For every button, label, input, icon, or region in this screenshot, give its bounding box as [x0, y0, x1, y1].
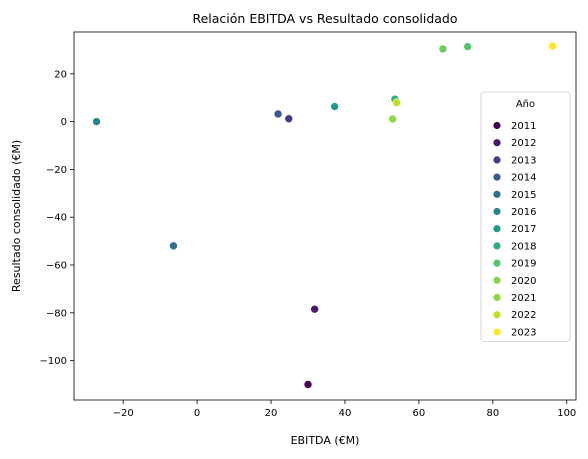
legend-label-2023: 2023 [511, 327, 536, 338]
y-tick-label: −60 [46, 260, 67, 271]
legend-marker-2022 [493, 311, 501, 319]
legend-marker-2014 [493, 173, 501, 181]
data-point-2016: 2016 [92, 117, 101, 126]
x-tick-label: 60 [413, 408, 426, 419]
x-tick-label: 0 [194, 408, 200, 419]
legend-label-2015: 2015 [511, 190, 536, 201]
legend-label-2021: 2021 [511, 293, 536, 304]
y-axis-label: Resultado consolidado (€M) [10, 140, 23, 292]
legend-box [480, 91, 571, 343]
legend-marker-2016 [493, 207, 501, 216]
x-tick-label: 80 [486, 408, 499, 419]
data-points: 2011201220132014201520162017201820192020… [92, 41, 558, 389]
legend-marker-2011 [493, 121, 501, 130]
legend-marker-2012 [493, 139, 501, 147]
y-tick-label: −80 [46, 308, 67, 319]
x-tick-label: 40 [339, 408, 352, 419]
legend-marker-2018 [493, 242, 501, 250]
legend-marker-2023 [493, 328, 501, 336]
data-point-2020: 2020 [438, 44, 448, 54]
legend-label-2014: 2014 [511, 173, 536, 184]
y-tick-label: −40 [46, 213, 67, 224]
legend-label-2013: 2013 [511, 155, 536, 166]
legend-label-2017: 2017 [511, 224, 536, 235]
chart-title: Relación EBITDA vs Resultado consolidado [192, 11, 457, 26]
legend-label-2020: 2020 [511, 276, 536, 287]
x-tick-label: −20 [113, 408, 134, 419]
y-tick-label: −20 [46, 165, 67, 176]
x-axis: −20 0 20 40 60 80 100 [113, 400, 576, 419]
data-point-2022: 2022 [392, 98, 402, 108]
legend-marker-2015 [493, 190, 501, 198]
data-point-2012: 2012 [310, 304, 319, 314]
legend-label-2012: 2012 [511, 138, 536, 149]
legend-label-2019: 2019 [511, 259, 536, 270]
data-point-2021: 2021 [388, 114, 397, 124]
data-point-2017: 2017 [330, 102, 339, 111]
data-point-2023: 2023 [548, 41, 558, 51]
legend-marker-2013 [493, 156, 501, 164]
x-tick-label: 20 [265, 408, 278, 419]
legend-marker-2021 [493, 293, 501, 302]
legend-label-2022: 2022 [511, 310, 536, 321]
legend-title: Año [516, 99, 535, 110]
y-axis: −100 −80 −60 −40 −20 0 20 [40, 69, 74, 367]
y-tick-label: 0 [61, 117, 67, 128]
legend-label-2016: 2016 [511, 207, 536, 218]
y-tick-label: 20 [54, 69, 67, 80]
legend-marker-2017 [493, 225, 501, 233]
plot-frame [73, 31, 577, 401]
plot-area [73, 31, 577, 401]
y-tick-label: −100 [40, 356, 67, 367]
legend-label-2018: 2018 [511, 241, 536, 252]
legend-label-2011: 2011 [511, 121, 536, 132]
x-axis-label: EBITDA (€M) [291, 434, 360, 447]
data-point-2013: 2013 [284, 114, 294, 124]
data-point-2019: 2019 [463, 42, 472, 51]
legend-marker-2020 [493, 276, 501, 284]
data-point-2015: 2015 [169, 241, 178, 251]
legend: Año 2011 2012 2013 2014 2015 2016 2017 2018 2019 2… [480, 91, 571, 343]
legend-marker-2019 [493, 259, 501, 267]
data-point-2014: 2014 [273, 109, 283, 119]
x-tick-label: 100 [557, 408, 576, 419]
data-point-2011: 2011 [303, 380, 313, 389]
